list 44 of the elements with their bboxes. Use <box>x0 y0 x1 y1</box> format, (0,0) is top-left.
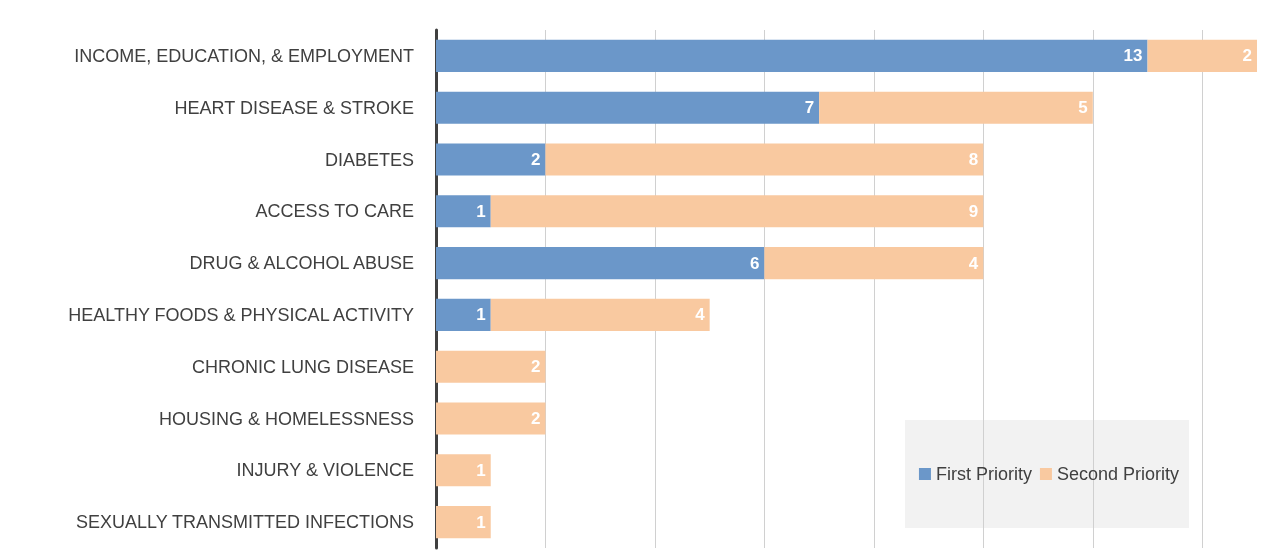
y-tick-label: HEART DISEASE & STROKE <box>174 97 414 118</box>
y-tick-label: DRUG & ALCOHOL ABUSE <box>189 253 414 274</box>
bar <box>436 402 546 435</box>
y-tick-label: INJURY & VIOLENCE <box>236 460 414 481</box>
bar <box>764 247 984 280</box>
bar <box>436 454 491 487</box>
bar <box>436 143 546 176</box>
data-label: 7 <box>804 98 815 118</box>
y-tick-label: HEALTHY FOODS & PHYSICAL ACTIVITY <box>68 304 414 325</box>
data-label: 2 <box>531 150 541 169</box>
y-tick-label: HOUSING & HOMELESSNESS <box>158 408 414 429</box>
bar <box>819 91 1093 124</box>
bar <box>490 298 710 331</box>
bar <box>490 195 984 228</box>
bar <box>436 350 546 383</box>
bar <box>436 91 820 124</box>
y-tick-label: SEXUALLY TRANSMITTED INFECTIONS <box>75 512 414 533</box>
data-label: 13 <box>1123 46 1143 66</box>
bar <box>436 506 491 539</box>
data-label: 5 <box>1078 98 1088 118</box>
data-label: 1 <box>476 201 486 221</box>
data-label: 1 <box>476 305 486 325</box>
bar <box>436 298 491 331</box>
bar <box>545 143 984 176</box>
data-label: 2 <box>531 357 541 377</box>
data-label: 1 <box>476 512 486 532</box>
y-tick-label: DIABETES <box>324 149 414 170</box>
data-label: 2 <box>531 409 541 428</box>
y-tick-label: CHRONIC LUNG DISEASE <box>191 356 414 377</box>
bar <box>1147 39 1257 72</box>
data-label: 4 <box>695 305 706 325</box>
y-tick-label: ACCESS TO CARE <box>255 201 414 222</box>
legend-label: Second Priority <box>1056 464 1180 484</box>
data-label: 9 <box>968 201 979 221</box>
bar <box>436 39 1148 72</box>
bar <box>436 195 491 228</box>
data-label: 2 <box>1242 46 1252 66</box>
y-tick-label: INCOME, EDUCATION, & EMPLOYMENT <box>74 45 414 66</box>
legend-label: First Priority <box>935 464 1032 484</box>
data-label: 6 <box>749 253 760 273</box>
data-label: 4 <box>968 253 979 273</box>
bar <box>436 247 765 280</box>
data-label: 1 <box>476 460 486 480</box>
data-label: 8 <box>968 150 979 169</box>
